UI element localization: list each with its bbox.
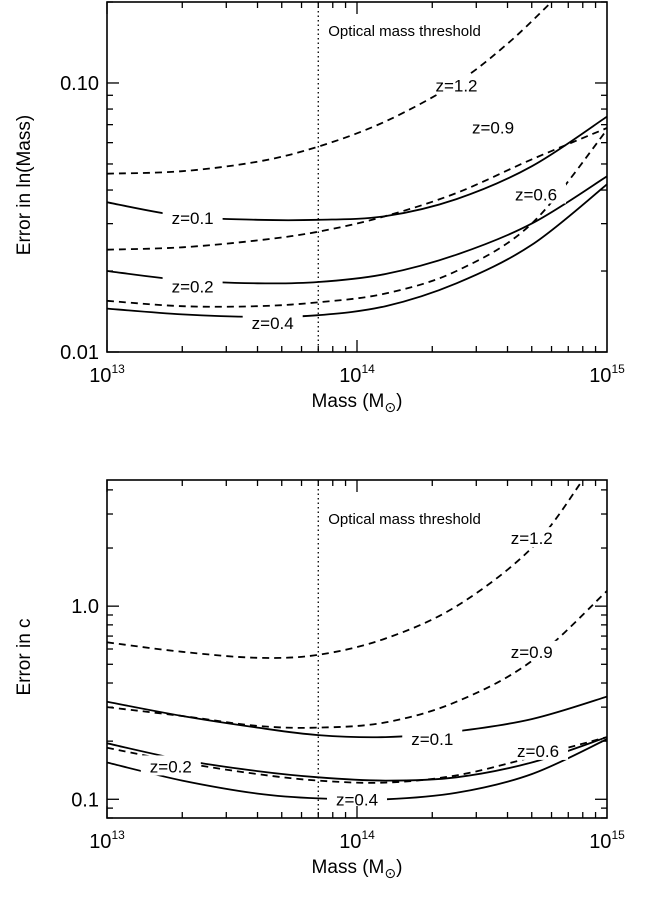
- y-tick-label: 0.1: [71, 789, 99, 811]
- series-label-bg: [508, 739, 569, 760]
- x-tick-label: 1014: [339, 362, 375, 387]
- series-label: z=0.1: [172, 209, 214, 228]
- x-tick-label: 1013: [89, 828, 125, 853]
- series-label-bg: [501, 527, 562, 548]
- series-label-bg: [402, 728, 463, 749]
- series-label-bg: [242, 312, 303, 333]
- series-label: z=0.6: [515, 186, 557, 205]
- series-label-bg: [327, 788, 387, 809]
- series-label-bg: [162, 206, 223, 227]
- series-group: [107, 2, 607, 318]
- series-line-z01: [107, 695, 607, 739]
- x-axis-title: Mass (M⊙): [312, 857, 403, 881]
- series-label: z=0.2: [172, 278, 214, 297]
- series-line-z09: [107, 590, 607, 729]
- chart-panel-2: z=0.1 z=0.2 z=0.4 z=0.6 z=0.9 z=1.2 Optical ma…: [14, 479, 625, 881]
- y-axis-title: Error in c: [14, 618, 35, 695]
- threshold-label: Optical mass threshold: [328, 511, 481, 528]
- series-label-bg: [140, 755, 201, 776]
- series-line-z12: [107, 2, 553, 175]
- series-label-bg: [162, 275, 223, 296]
- series-label-bg: [506, 183, 567, 204]
- series-label: z=0.1: [411, 730, 453, 749]
- series-line-z01: [107, 115, 607, 222]
- series-label-bg: [463, 116, 524, 137]
- y-tick-label: 0.01: [60, 342, 99, 364]
- series-label: z=0.9: [472, 119, 514, 138]
- x-tick-label: 1015: [589, 362, 625, 387]
- threshold-label: Optical mass threshold: [328, 23, 481, 40]
- series-label: z=1.2: [511, 529, 553, 548]
- series-label-bg: [426, 74, 487, 95]
- series-line-z04: [107, 183, 607, 318]
- series-line-z09: [107, 127, 607, 251]
- series-label: z=1.2: [435, 76, 477, 95]
- series-line-z12: [107, 480, 584, 659]
- series-label: z=0.4: [252, 314, 294, 333]
- x-tick-label: 1014: [339, 828, 375, 853]
- series-line-z06: [107, 129, 607, 308]
- series-label-bg: [501, 640, 562, 661]
- x-tick-label: 1013: [89, 362, 125, 387]
- y-tick-label: 1.0: [71, 596, 99, 618]
- y-axis-title: Error in ln(Mass): [14, 115, 35, 255]
- y-tick-label: 0.10: [60, 73, 99, 95]
- x-tick-label: 1015: [589, 828, 625, 853]
- chart-panel-1: z=0.1 z=0.2 z=0.4 z=0.6 z=0.9 z=1.2 Optical ma…: [14, 1, 625, 415]
- series-label: z=0.4: [336, 790, 378, 809]
- x-axis-title: Mass (M⊙): [312, 391, 403, 415]
- series-label: z=0.9: [511, 643, 553, 662]
- series-label: z=0.2: [150, 757, 192, 776]
- series-label: z=0.6: [517, 742, 559, 761]
- tick-marks: [106, 480, 607, 819]
- plot-frame: [106, 1, 608, 353]
- tick-marks: [106, 1, 607, 353]
